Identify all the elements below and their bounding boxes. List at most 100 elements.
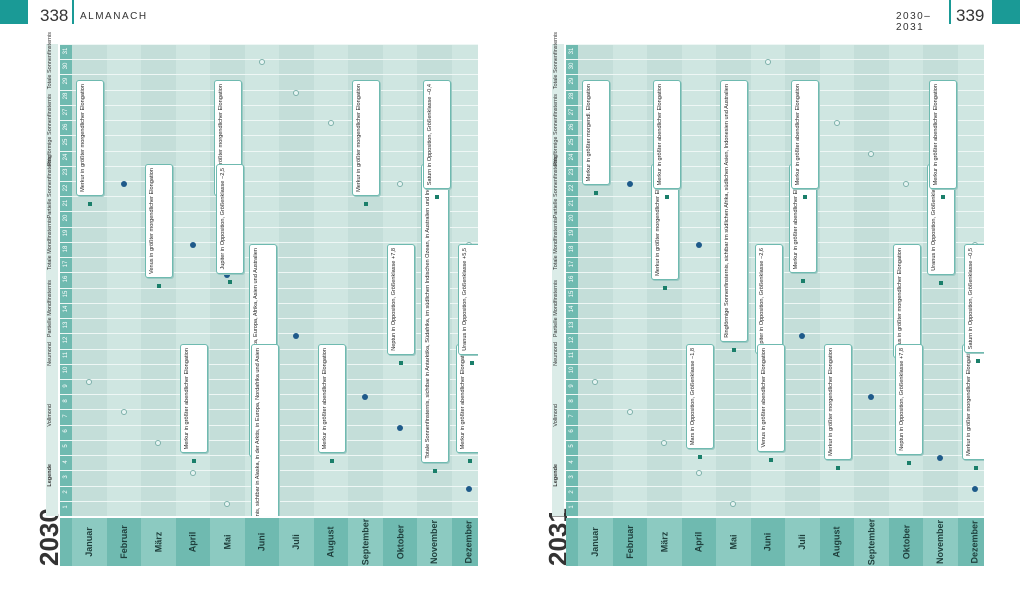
y2030-legend: Legende Vollmond Neumond Partielle Mondfins… <box>46 32 58 516</box>
y2031-new-moon-dot <box>937 455 944 462</box>
y2030-day-number: 8 <box>63 399 69 403</box>
y2030-month-text: Februar <box>118 525 129 559</box>
y2031-legend-item: Totale Sonnenfinsternis <box>553 32 559 90</box>
y2031-event-marker <box>939 281 943 285</box>
y2031-day-number: 21 <box>569 199 575 207</box>
y2030-day-number: 19 <box>63 229 69 237</box>
y2030-full-moon-dot <box>327 120 334 127</box>
y2030-event-callout: Merkur in größter morgendlicher Elongati… <box>76 80 104 196</box>
y2031-event-text: Merkur in größter morgendlicher Elongati… <box>827 348 834 456</box>
y2031-event-callout: Saturn in Opposition, Größenklasse −0,5 <box>963 244 984 354</box>
y2030-day-number: 4 <box>63 460 69 464</box>
y2031-month-text: November <box>935 519 946 565</box>
y2031-new-moon-dot <box>626 181 633 188</box>
y2030-month-column <box>279 44 314 516</box>
y2030-event-callout: Merkur in größter abendlicher Elongation <box>317 344 346 454</box>
y2031-month-label: Dezember <box>958 518 993 566</box>
y2031-month-text: April <box>693 531 704 553</box>
y2030-day-number: 22 <box>63 184 69 191</box>
y2031-day-line <box>566 89 984 91</box>
y2030-full-moon-dot <box>155 439 162 446</box>
right-page-number: 339 <box>956 6 985 25</box>
left-section-title: ALMANACH <box>80 11 148 22</box>
y2030-day-number: 3 <box>63 475 69 479</box>
y2031-day-line <box>566 226 984 228</box>
y2031-month-text: Mai <box>728 534 739 550</box>
y2030-event-text: Saturn in Opposition, Größenklasse −0,4 <box>427 84 433 186</box>
y2031-day-number: 5 <box>569 444 575 449</box>
y2031-event-text: Saturn in Opposition, Größenklasse −0,5 <box>967 248 974 350</box>
y2030-day-number: 7 <box>63 414 69 418</box>
y2030-event-text: Neptun in Opposition, Größenklasse +7,8 <box>390 248 397 351</box>
y2030-event-marker <box>228 280 232 284</box>
y2031-month-label: März <box>647 518 682 566</box>
y2031-month-column <box>854 44 889 516</box>
y2030-day-number: 17 <box>63 260 69 268</box>
y2031-event-marker <box>665 195 669 199</box>
y2030-day-number: 20 <box>63 214 69 222</box>
y2031-day-number: 11 <box>569 352 575 359</box>
y2030-new-moon-dot <box>293 333 300 340</box>
y2031-month-text: Januar <box>590 527 601 557</box>
y2031-day-number: 13 <box>569 321 575 329</box>
right-divider <box>949 0 951 24</box>
y2030-grid: 1 2 3 4 5 6 7 8 9 10 11 12 13 14 15 16 17 18 19 20 21 22 23 24 2… <box>60 44 478 516</box>
y2030-new-moon-dot <box>465 485 472 492</box>
y2030-event-marker <box>88 202 92 206</box>
y2031-month-text: August <box>831 526 842 558</box>
y2031-event-callout: Merkur in größter abendlicher Elongation <box>791 80 819 190</box>
y2030-day-line <box>60 165 478 167</box>
y2030-event-callout: Totale Sonnenfinsternis, sichtbar in Ant… <box>421 164 449 463</box>
y2030-month-text: September <box>360 518 371 566</box>
y2031-day-number: 6 <box>569 429 575 433</box>
y2030-month-label: Juli <box>279 518 314 566</box>
y2031-event-marker <box>835 466 840 470</box>
y2030-full-moon-dot <box>258 59 265 66</box>
y2031-day-number: 3 <box>569 475 575 479</box>
y2031-full-moon-dot <box>592 378 599 385</box>
y2031-event-text: Merkur in größter abendlicher Elongation <box>933 84 939 186</box>
y2030-day-line <box>60 104 478 106</box>
y2031-month-label: September <box>854 518 889 566</box>
y2031-day-line <box>566 181 984 183</box>
right-accent-block <box>992 0 1020 24</box>
y2031-day-number: 15 <box>569 290 575 298</box>
y2030-event-text: Totale Sonnenfinsternis, sichtbar in Ant… <box>425 168 431 459</box>
y2031-day-line <box>566 241 984 243</box>
y2030-month-column <box>141 44 176 516</box>
y2031-full-moon-dot <box>626 409 633 416</box>
y2030-month-label: Februar <box>107 518 142 566</box>
y2030-month-text: Oktober <box>394 524 405 560</box>
y2030-month-text: August <box>325 526 336 558</box>
y2030-month-text: Mai <box>222 534 233 550</box>
y2031-month-label: August <box>820 518 855 566</box>
y2031-new-moon-dot <box>868 394 875 401</box>
y2031-day-line <box>566 74 984 76</box>
y2031-event-callout: Merkur in größter morgendlicher Elongati… <box>961 344 984 460</box>
y2030-day-number: 15 <box>63 290 69 298</box>
y2030-day-number: 2 <box>63 490 69 494</box>
y2031-event-callout: Jupiter in Opposition, Größenklasse −2,6 <box>754 244 783 354</box>
y2030-event-text: Merkur in größter abendlicher Elongation <box>321 348 328 450</box>
y2031-legend-item: Totale Mondfinsternis <box>553 218 559 270</box>
y2030-day-number: 30 <box>63 62 69 70</box>
y2030-day-line <box>60 211 478 213</box>
y2031-day-line <box>566 44 984 45</box>
y2031-event-marker <box>941 195 945 199</box>
y2031-day-number: 16 <box>569 275 575 283</box>
y2031-event-callout: Ringförmige Sonnenfinsternis, sichtbar i… <box>720 80 748 342</box>
y2030-month-label: Juni <box>245 518 280 566</box>
y2030-legend-item: Partielle Mondfinsternis <box>47 280 53 338</box>
y2031-day-number: 24 <box>569 153 575 161</box>
y2030-event-text: Venus in größter morgendlicher Elongatio… <box>149 168 155 275</box>
y2030-month-label: September <box>348 518 383 566</box>
y2031-day-number: 23 <box>569 169 575 176</box>
y2031-day-line <box>566 211 984 213</box>
y2031-day-number: 12 <box>569 336 575 344</box>
y2031-month-text: September <box>866 518 877 566</box>
y2031-month-label: Februar <box>613 518 648 566</box>
y2030-new-moon-dot <box>189 241 196 248</box>
y2030-event-text: Ringförmige Sonnenfinsternis, sichtbar i… <box>254 348 261 516</box>
y2030-event-callout: Neptun in Opposition, Größenklasse +7,8 <box>386 244 415 355</box>
y2030-event-marker <box>364 202 368 206</box>
